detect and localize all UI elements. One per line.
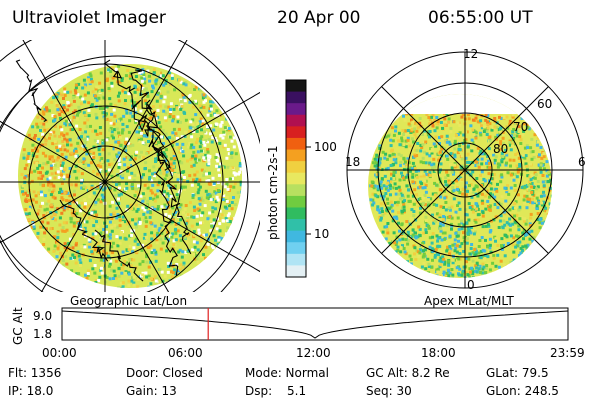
colorbar-tick-100: 100 [314,140,337,154]
date-label: 20 Apr 00 [277,8,361,28]
mlat-label-70: 70 [513,120,529,134]
ip-value: IP: 18.0 [8,384,54,398]
time-label: 06:55:00 UT [428,8,533,28]
mlt-label-6: 6 [578,155,586,169]
mlt-label-18: 18 [345,155,361,169]
mlt-label-12: 12 [463,47,479,61]
mlt-label-0: 0 [467,278,475,292]
geographic-caption: Geographic Lat/Lon [70,294,188,308]
altitude-ylabel: GC Alt [11,307,25,345]
instrument-title: Ultraviolet Imager [12,8,166,28]
door-status: Door: Closed [126,366,203,380]
gain-value: Gain: 13 [126,384,177,398]
gc-altitude: GC Alt: 8.2 Re [366,366,450,380]
apex-caption: Apex MLat/MLT [424,294,514,308]
dsp-label: Dsp: [245,384,273,398]
altitude-ytick-1-8: 1.8 [33,327,53,341]
altitude-xtick-2359: 23:59 [550,346,585,360]
altitude-ytick-9: 9.0 [33,309,53,323]
altitude-xtick-0600: 06:00 [168,346,203,360]
sequence-number: Seq: 30 [366,384,412,398]
mlat-label-80: 80 [493,142,509,156]
mode-value: Mode: Normal [245,366,329,380]
geographic-latitude: GLat: 79.5 [486,366,549,380]
colorbar-tick-10: 10 [314,227,330,241]
flight-number: Flt: 1356 [8,366,62,380]
dsp-value: 5.1 [287,384,307,398]
mlat-label-60: 60 [537,97,553,111]
altitude-xtick-1800: 18:00 [421,346,456,360]
altitude-xtick-0000: 00:00 [42,346,77,360]
geographic-longitude: GLon: 248.5 [486,384,559,398]
altitude-xtick-1200: 12:00 [296,346,331,360]
